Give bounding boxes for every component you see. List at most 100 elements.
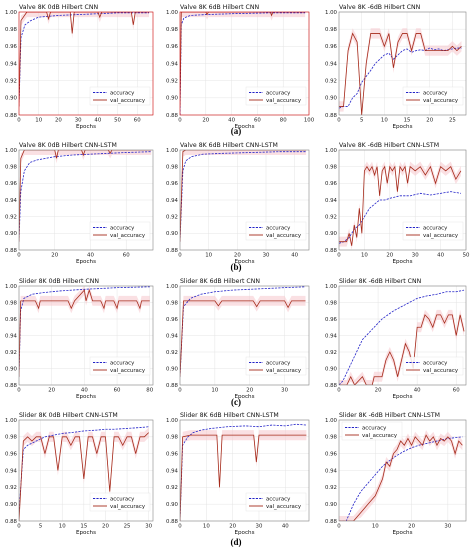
x-tick-label: 60 [134,118,141,124]
y-tick-label: 0.90 [166,502,179,508]
legend-label: val_accuracy [266,504,302,510]
y-tick-label: 0.90 [5,96,18,102]
subplot-2: Valve 8K 6dB Hilbert CNN 0.88 0.90 0.92 0.94… [166,4,315,130]
y-tick-label: 0.98 [325,435,338,441]
y-tick-label: 0.88 [5,248,18,254]
subplot-11: Slider 8K 6dB Hilbert CNN-LSTM 0.88 0.90 0.… [166,412,310,536]
y-tick-label: 0.98 [166,27,179,33]
plot-frame [179,419,310,522]
x-tick-label: 0 [337,118,341,124]
y-tick-label: 0.94 [325,198,338,204]
y-tick-label: 0.98 [166,300,179,306]
legend-box [402,356,464,376]
y-tick-label: 0.92 [166,78,178,84]
y-tick-label: 0.94 [5,61,18,67]
y-tick-label: 0.88 [325,248,338,254]
x-tick-label: 60 [254,118,261,124]
x-axis-label: Epochs [234,259,254,265]
y-tick-label: 0.88 [325,383,338,389]
legend: accuracy val_accuracy [245,492,307,512]
x-tick-label: 10 [372,524,379,530]
x-tick-label: 0 [337,253,341,259]
x-axis-label: Epochs [76,259,96,265]
val-accuracy-line [180,434,307,521]
y-tick-label: 0.90 [166,231,179,237]
y-tick-label: 0.90 [5,366,18,372]
y-tick-label: 0.98 [325,27,338,33]
x-tick-label: 40 [81,388,88,394]
y-tick-label: 0.94 [166,198,179,204]
x-tick-label: 60 [114,388,121,394]
plot-frame [338,149,467,251]
x-tick-label: 40 [291,253,298,259]
y-tick-label: 0.96 [5,44,18,50]
y-tick-label: 0.98 [5,300,18,306]
legend-box [89,356,151,376]
x-tick-label: 0 [178,253,182,259]
row-label: (d) [231,537,242,547]
plot-frame [18,11,154,116]
subplot-title: Slider 8K 0dB Hilbert CNN [19,278,99,285]
x-tick-label: 20 [246,388,253,394]
legend-label: accuracy [423,360,448,366]
legend-label: accuracy [423,90,448,96]
subplot-5: Valve 8K 6dB Hilbert CNN-LSTM 0.88 0.90 0.9… [166,142,310,265]
x-tick-label: 30 [263,253,270,259]
row-label: (c) [231,397,241,407]
x-tick-label: 0 [17,253,21,259]
x-tick-label: 10 [381,118,388,124]
x-axis-label: Epochs [234,124,254,130]
legend: accuracy val_accuracy [245,221,307,241]
y-tick-label: 0.90 [166,366,179,372]
x-axis-label: Epochs [234,394,254,400]
x-tick-label: 30 [444,524,451,530]
y-tick-label: 0.96 [5,181,18,187]
x-tick-label: 20 [408,524,415,530]
y-tick-label: 0.92 [5,350,17,356]
legend-label: val_accuracy [266,368,302,374]
subplot-title: Valve 8K 0dB Hilbert CNN [19,4,98,11]
val-accuracy-band [339,430,463,521]
val-accuracy-line [19,432,149,521]
y-tick-label: 0.98 [325,300,338,306]
y-tick-label: 0.96 [325,44,338,50]
legend: accuracy val_accuracy [89,356,151,376]
y-tick-label: 0.88 [166,113,179,119]
plot-frame [338,11,467,116]
y-tick-label: 0.98 [166,435,179,441]
legend-box [89,492,151,512]
y-tick-label: 1.00 [5,418,18,424]
val-accuracy-band [339,28,462,115]
legend-label: val_accuracy [110,233,146,239]
val-accuracy-line [19,150,152,242]
y-tick-label: 0.94 [5,198,18,204]
y-tick-label: 1.00 [166,418,179,424]
subplot-12: Slider 8K -6dB Hilbert CNN-LSTM 0.88 0.90 0… [325,412,467,536]
val-accuracy-line [339,434,463,521]
x-tick-label: 0 [17,118,21,124]
legend: accuracy val_accuracy [89,221,151,241]
subplot-title: Valve 8K -6dB Hilbert CNN-LSTM [339,142,439,149]
y-tick-label: 0.88 [5,519,18,525]
legend-label: val_accuracy [362,433,398,439]
legend-box [402,221,464,241]
y-tick-label: 0.90 [5,231,18,237]
row-label: (a) [231,126,242,136]
y-tick-label: 0.98 [5,435,18,441]
x-tick-label: 40 [94,118,101,124]
val-accuracy-line [19,288,150,377]
legend-label: accuracy [110,496,135,502]
subplot-4: Valve 8K 0dB Hilbert CNN-LSTM 0.88 0.90 0.9… [5,142,154,265]
plot-frame [18,285,154,386]
x-tick-label: 50 [463,253,470,259]
y-tick-label: 0.96 [325,451,338,457]
x-axis-label: Epochs [392,259,412,265]
val-accuracy-band [339,161,461,250]
x-tick-label: 15 [80,524,87,530]
y-tick-label: 0.98 [166,164,179,170]
y-tick-label: 0.92 [5,214,17,220]
x-tick-label: 30 [75,118,82,124]
x-tick-label: 40 [437,253,444,259]
x-axis-label: Epochs [76,530,96,536]
legend-label: accuracy [266,225,291,231]
